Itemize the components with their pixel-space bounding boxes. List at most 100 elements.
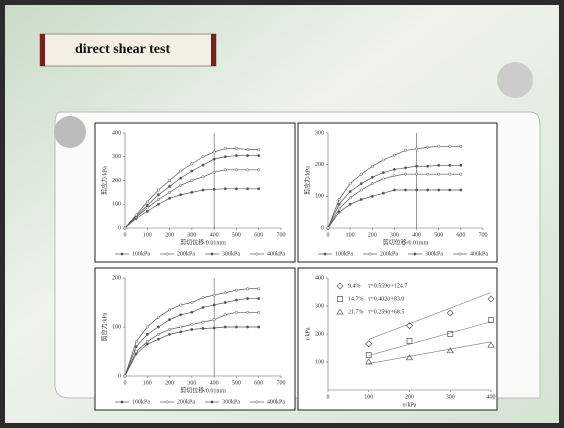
point — [201, 163, 205, 167]
scroll-roll — [497, 62, 533, 98]
point — [212, 318, 216, 322]
legend-label: 100kPa — [132, 251, 150, 257]
legend-label: 200kPa — [380, 251, 398, 257]
point — [448, 172, 452, 176]
point — [234, 187, 238, 191]
point — [415, 164, 419, 168]
point — [134, 340, 138, 344]
legend-equation: τ=0.259σ+68.5 — [368, 309, 404, 315]
legend-marker — [368, 252, 372, 256]
point — [257, 187, 261, 191]
legend-label: 100kPa — [132, 399, 150, 405]
point — [348, 202, 352, 206]
point — [381, 171, 385, 175]
point — [168, 332, 172, 336]
fit-line — [368, 292, 492, 340]
point — [381, 191, 385, 195]
legend-label: 300kPa — [425, 251, 443, 257]
marker — [406, 322, 413, 330]
point — [156, 325, 160, 329]
point — [448, 163, 452, 167]
point — [179, 313, 183, 317]
point — [223, 313, 227, 317]
point — [223, 291, 227, 295]
legend-label: 14.7% — [348, 296, 364, 302]
marker — [365, 358, 373, 365]
y-tick-label: 0 — [118, 373, 121, 379]
point — [234, 288, 238, 292]
point — [246, 310, 250, 314]
point — [123, 226, 127, 230]
point — [212, 187, 216, 191]
legend-label: 300kPa — [222, 251, 240, 257]
point — [179, 325, 183, 329]
point — [337, 202, 341, 206]
point — [246, 154, 250, 158]
point — [234, 325, 238, 329]
point — [370, 182, 374, 186]
y-tick-label: 0 — [118, 225, 121, 231]
y-tick-label: 300 — [112, 154, 121, 160]
point — [223, 168, 227, 172]
legend-label: 100kPa — [335, 251, 353, 257]
fit-line — [368, 321, 492, 356]
point — [370, 164, 374, 168]
y-axis-label: 剪应力/kPa — [100, 166, 108, 195]
point — [168, 308, 172, 312]
point — [156, 337, 160, 341]
legend-label: 300kPa — [222, 399, 240, 405]
marker — [406, 338, 413, 344]
fit-line — [368, 341, 492, 364]
legend-marker — [120, 400, 124, 404]
point — [257, 325, 261, 329]
point — [448, 144, 452, 148]
legend-marker — [210, 400, 214, 404]
chart-panel — [297, 267, 498, 411]
point — [168, 179, 172, 182]
marker — [365, 340, 373, 348]
point — [223, 146, 227, 150]
point — [348, 182, 352, 186]
x-tick-label: 300 — [187, 380, 196, 386]
point — [145, 340, 149, 344]
point — [190, 190, 194, 194]
title-accent — [211, 34, 216, 66]
point — [201, 305, 205, 309]
point — [426, 145, 430, 149]
point — [257, 310, 261, 314]
x-tick-label: 300 — [187, 232, 196, 238]
x-tick-label: 600 — [456, 232, 465, 238]
marker — [365, 352, 372, 358]
x-tick-label: 400 — [487, 394, 496, 400]
x-tick-label: 500 — [232, 232, 241, 238]
point — [145, 203, 149, 207]
point — [437, 163, 441, 167]
point — [257, 287, 261, 291]
point — [145, 342, 149, 346]
point — [212, 170, 216, 174]
legend-label: 400kPa — [267, 251, 285, 257]
x-tick-label: 400 — [412, 232, 421, 238]
legend-marker — [413, 252, 417, 256]
point — [257, 168, 261, 172]
point — [156, 315, 160, 319]
point — [257, 154, 261, 158]
point — [459, 144, 463, 148]
point — [404, 166, 407, 170]
legend-marker — [458, 252, 462, 256]
x-tick-label: 0 — [327, 394, 330, 400]
point — [156, 202, 160, 206]
point — [179, 183, 183, 187]
point — [404, 172, 407, 176]
point — [437, 172, 441, 176]
y-tick-label: 400 — [315, 275, 324, 281]
point — [190, 301, 194, 304]
point — [392, 167, 396, 171]
point — [134, 345, 138, 349]
chart-panel — [94, 267, 296, 411]
point — [145, 325, 149, 329]
point — [392, 174, 396, 178]
x-tick-label: 500 — [434, 232, 443, 238]
point — [437, 188, 441, 192]
point — [415, 188, 419, 192]
